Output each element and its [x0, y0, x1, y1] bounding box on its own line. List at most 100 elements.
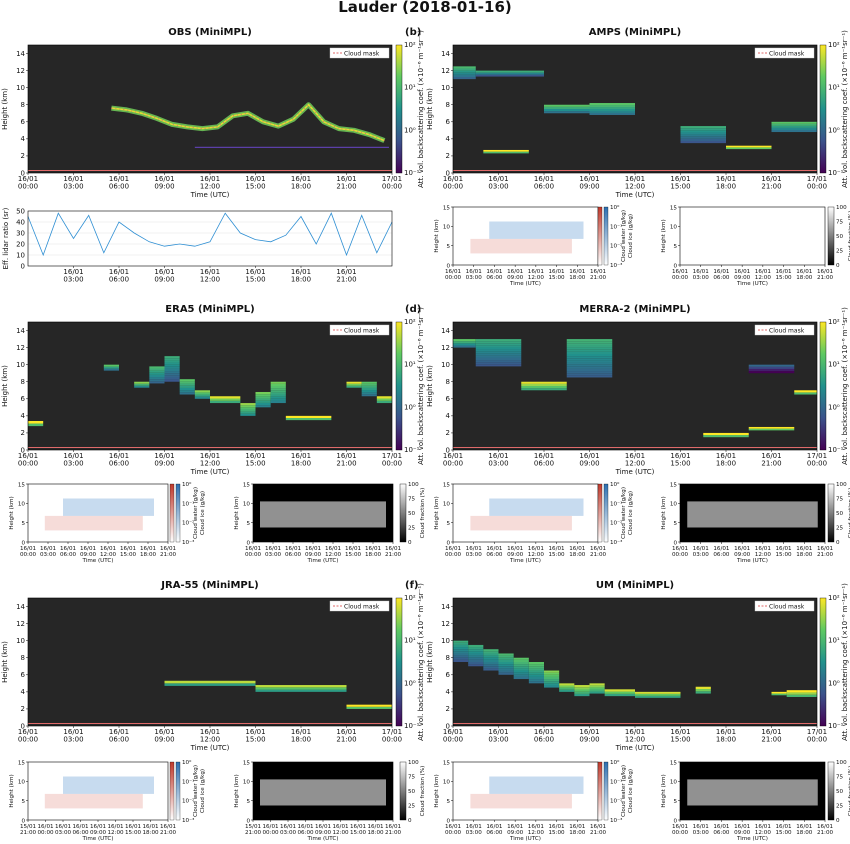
x-tick-label-line: 12:00 [528, 275, 545, 281]
colorbar-tick-label: 10⁻³ [610, 262, 622, 269]
cloud-layer-cell [513, 666, 529, 669]
cloud-layer-cell [566, 360, 613, 363]
y-axis-label: Height (km) [661, 774, 667, 807]
x-tick-label: 16/01 12:00 [200, 452, 220, 468]
x-tick-label-line: 03:00 [466, 275, 483, 281]
x-tick-label-line: 16/01 [579, 728, 599, 736]
x-tick-label-line: 16/01 [466, 824, 483, 830]
x-tick-label-line: 21:00 [245, 830, 262, 836]
x-axis-label: Time (UTC) [307, 836, 339, 842]
cloud-layer-cell [748, 364, 795, 367]
colorbar-tick-label: 10⁻² [610, 243, 622, 250]
cloud-layer-cell [194, 392, 210, 395]
x-axis-label: Time (UTC) [736, 281, 768, 287]
x-tick-label-line: 16/01 [109, 268, 129, 276]
x-tick-label-line: 12:00 [528, 830, 545, 836]
x-tick-label-line: 16/01 [569, 546, 586, 552]
cloud-layer-cell [786, 694, 817, 697]
colorbar-tick-label: 10¹ [828, 84, 840, 92]
y-tick-label: 0 [446, 540, 450, 546]
cloud-layer-cell [566, 371, 613, 374]
x-tick-label-line: 12:00 [755, 552, 772, 558]
x-axis-label: Time (UTC) [307, 558, 339, 564]
x-tick-label: 16/01 00:00 [672, 546, 689, 558]
colorbar-tick-label: 10⁻³ [182, 817, 194, 824]
cloud-layer-cell [559, 683, 575, 686]
cloud-layer-cell [164, 377, 180, 380]
x-tick-label-line: 16/01 [486, 269, 503, 275]
x-axis-label: Time (UTC) [190, 744, 230, 752]
x-tick-label-line: 16/01 [761, 452, 781, 460]
colorbar-tick-label: 10⁰ [610, 759, 620, 766]
x-tick-label-line: 00:00 [443, 736, 463, 744]
x-axis-label: Time (UTC) [736, 558, 768, 564]
cloud-layer-cell [164, 683, 256, 686]
cloud-layer-cell [528, 666, 544, 669]
cloud-layer-cell [635, 695, 681, 698]
colorbar-tick-label: 10¹ [828, 361, 840, 369]
x-tick-label-line: 06:00 [534, 736, 554, 744]
x-tick-label: 16/01 21:00 [761, 452, 781, 468]
colorbar-tick-label: 0 [836, 263, 840, 269]
colorbar-tick-label: 10⁰ [828, 126, 840, 134]
legend [754, 47, 815, 59]
cloud-layer-cell [513, 659, 529, 662]
legend [754, 324, 815, 336]
cloud-layer-cell [255, 685, 347, 688]
x-tick-label-line: 12:00 [625, 460, 645, 468]
x-tick-label-line: 21:00 [590, 830, 607, 836]
cloud-layer-cell [566, 339, 613, 342]
colorbar-tick-label: 50 [836, 789, 844, 795]
x-tick-label: 16/01 03:00 [466, 546, 483, 558]
x-tick-label: 16/01 00:00 [443, 728, 463, 744]
x-tick-label-line: 17/01 [807, 452, 827, 460]
cloud-fraction-colorbar-title: Cloud fraction (%) [848, 766, 850, 817]
y-tick-label: 4 [446, 688, 451, 696]
cloud-layer-cell [285, 415, 332, 418]
x-tick-label-line: 12:00 [325, 552, 342, 558]
x-tick-label-line: 18:00 [142, 830, 159, 836]
x-tick-label-line: 03:00 [466, 552, 483, 558]
colorbar-tick-label: 10⁻¹ [404, 446, 420, 454]
x-tick-label-line: 16/01 [693, 269, 710, 275]
x-tick-label-line: 15:00 [670, 183, 690, 191]
x-tick-label: 16/01 12:00 [755, 824, 772, 836]
cloud-fraction-field [687, 501, 818, 528]
cloud-layer-cell [270, 390, 286, 393]
cloud-layer-cell [544, 681, 560, 684]
cloud-water-colorbar-title: Cloud water (g/kg) [621, 765, 627, 817]
x-tick-label-line: 16/01 [291, 452, 311, 460]
x-tick-label-line: 16/01 [18, 175, 38, 183]
x-tick-label-line: 16/01 [590, 824, 607, 830]
colorbar-tick-label: 10⁻¹ [610, 778, 622, 785]
cloud-layer-cell [475, 364, 522, 367]
cloud-layer-cell [475, 345, 522, 348]
y-tick-label: 10 [16, 251, 25, 259]
x-tick-label: 16/01 12:00 [755, 546, 772, 558]
y-tick-label: 5 [673, 244, 677, 250]
x-tick-label-line: 16/01 [109, 452, 129, 460]
colorbar-tick-label: 10⁻² [610, 798, 622, 805]
x-tick-label-line: 00:00 [18, 460, 38, 468]
cloud-layer-cell [726, 147, 772, 150]
x-tick-label-line: 16/01 [297, 824, 314, 830]
x-tick-label: 16/01 09:00 [154, 175, 174, 191]
y-axis-label: Height (km) [9, 496, 15, 529]
cloud-layer-cell [346, 706, 392, 709]
cloud-layer-cell [589, 110, 635, 113]
x-tick-label-line: 06:00 [713, 552, 730, 558]
y-tick-label: 0 [21, 722, 25, 730]
lidar-ratio-line [27, 212, 393, 257]
cloud-layer-cell [680, 134, 726, 137]
x-tick-label-line: 16/01 [55, 824, 72, 830]
colorbar-tick-label: 50 [408, 789, 416, 795]
cloud-layer-cell [513, 668, 529, 671]
x-tick-label-line: 16/01 [200, 175, 220, 183]
x-tick-label: 16/01 21:00 [590, 269, 607, 281]
cloud-layer-cell [376, 398, 392, 401]
x-tick-label: 16/01 21:00 [761, 728, 781, 744]
cloud-layer-cell [703, 435, 749, 438]
x-tick-label: 16/01 12:00 [625, 728, 645, 744]
